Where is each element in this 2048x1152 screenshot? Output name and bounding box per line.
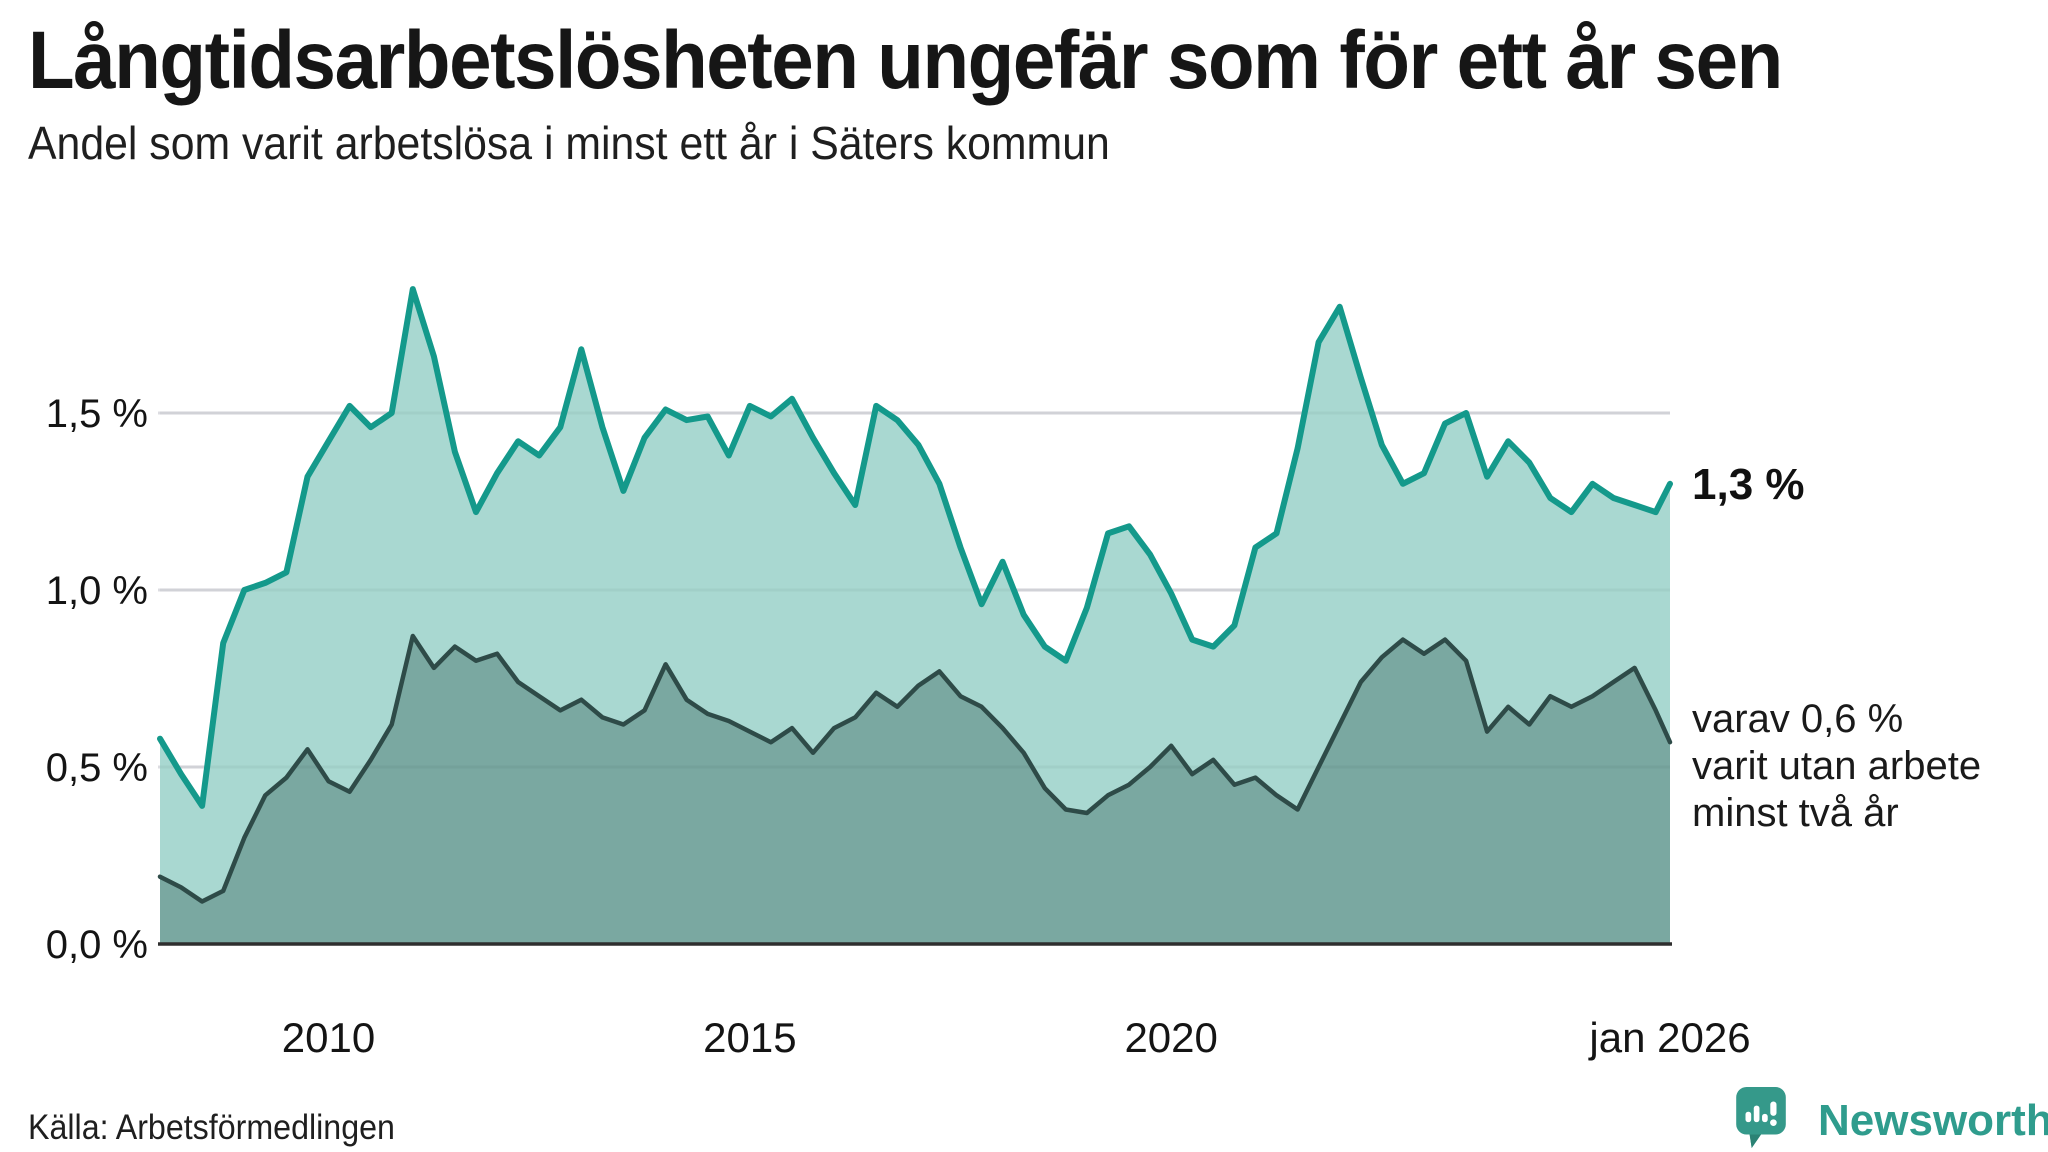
two-year-annotation-line3: minst två år <box>1692 791 1899 835</box>
line-series-1 <box>157 633 1673 904</box>
x-tick-label: 2020 <box>1124 1014 1217 1061</box>
newsworthy-logo-icon <box>1736 1087 1786 1148</box>
y-tick-label: 0,0 % <box>46 923 148 967</box>
chart-title: Långtidsarbetslösheten ungefär som för e… <box>28 15 1783 106</box>
y-tick-label: 0,5 % <box>46 746 148 790</box>
y-tick-label: 1,5 % <box>46 392 148 436</box>
chart-subtitle: Andel som varit arbetslösa i minst ett å… <box>28 117 1110 169</box>
latest-value-label: 1,3 % <box>1692 460 1805 509</box>
two-year-annotation-line2: varit utan arbete <box>1692 744 1982 788</box>
x-tick-label: 2010 <box>282 1014 375 1061</box>
x-tick-label: 2015 <box>703 1014 796 1061</box>
x-tick-label: jan 2026 <box>1587 1014 1750 1061</box>
two-year-annotation-line1: varav 0,6 % <box>1692 697 1904 741</box>
line-series-0 <box>157 286 1673 809</box>
source-note: Källa: Arbetsförmedlingen <box>28 1108 395 1147</box>
y-tick-label: 1,0 % <box>46 569 148 613</box>
newsworthy-wordmark: Newsworthy <box>1818 1096 2048 1145</box>
two-year-annotation: varav 0,6 % varit utan arbete minst två … <box>1692 696 1981 837</box>
area-series-1 <box>160 636 1670 944</box>
